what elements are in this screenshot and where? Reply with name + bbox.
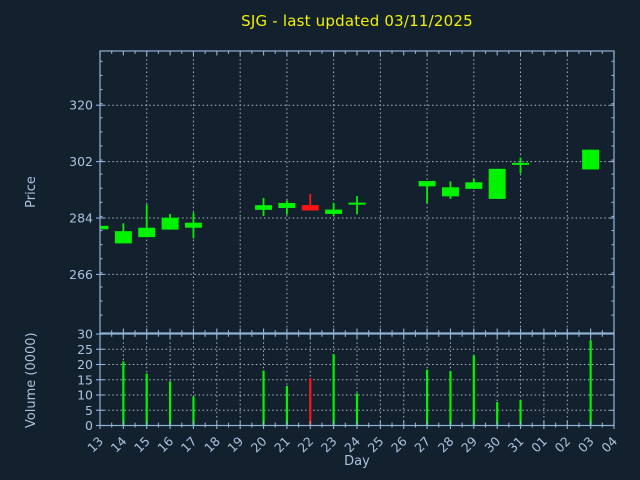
axes-spines xyxy=(99,50,615,427)
candle-13 xyxy=(100,225,109,230)
volume-tick-label: 10 xyxy=(77,388,93,403)
grid-lines xyxy=(100,51,614,426)
candle-body xyxy=(278,202,296,208)
candle-body xyxy=(582,149,600,170)
x-tick-label: 26 xyxy=(388,433,410,455)
candle-29 xyxy=(465,178,483,189)
x-tick-label: 31 xyxy=(505,434,527,456)
candle-body xyxy=(301,205,319,211)
candle-30 xyxy=(488,168,506,199)
candle-27 xyxy=(418,181,436,203)
x-tick-label: 18 xyxy=(201,433,223,455)
volume-tick-label: 25 xyxy=(77,342,93,357)
x-tick-label: 13 xyxy=(84,434,106,456)
candle-21 xyxy=(278,200,296,215)
x-tick-label: 24 xyxy=(341,433,363,455)
volume-tick-label: 5 xyxy=(85,403,93,418)
candle-body xyxy=(441,187,459,197)
candle-body xyxy=(114,231,132,244)
price-tick-label: 320 xyxy=(69,98,93,113)
x-tick-label: 28 xyxy=(435,433,457,455)
tick-marks xyxy=(96,51,615,429)
candle-17 xyxy=(184,212,202,239)
x-tick-label: 14 xyxy=(108,433,130,455)
x-tick-label: 23 xyxy=(318,434,340,456)
price-tick-label: 302 xyxy=(69,154,93,169)
candle-body xyxy=(184,222,202,228)
candle-03 xyxy=(582,149,600,170)
candle-16 xyxy=(161,213,179,230)
volume-axis-title: Volume (0000) xyxy=(24,332,39,428)
x-tick-label: 15 xyxy=(131,434,153,456)
candles xyxy=(100,149,600,244)
candle-body xyxy=(418,181,436,187)
candle-22 xyxy=(301,193,319,211)
x-tick-label: 27 xyxy=(411,434,433,456)
candle-body xyxy=(138,227,156,238)
candle-15 xyxy=(138,204,156,238)
price-axis-title: Price xyxy=(24,176,39,208)
candle-28 xyxy=(441,181,459,199)
candle-body xyxy=(512,162,530,165)
x-tick-label: 01 xyxy=(528,434,550,456)
candle-23 xyxy=(325,202,343,217)
candle-body xyxy=(348,202,366,205)
x-tick-label: 30 xyxy=(481,433,503,455)
chart-title: SJG - last updated 03/11/2025 xyxy=(241,12,473,30)
volume-tick-label: 20 xyxy=(77,357,93,372)
x-tick-label: 25 xyxy=(365,434,387,456)
candle-body xyxy=(255,205,273,210)
volume-bars xyxy=(122,340,592,426)
x-tick-label: 03 xyxy=(575,434,597,456)
x-tick-label: 29 xyxy=(458,433,480,455)
x-tick-label: 20 xyxy=(248,433,270,455)
volume-tick-label: 0 xyxy=(85,418,93,433)
candle-body xyxy=(325,209,343,214)
x-tick-label: 17 xyxy=(178,434,200,456)
candle-31 xyxy=(512,157,530,174)
price-tick-label: 284 xyxy=(69,211,93,226)
x-axis-title: Day xyxy=(344,454,370,469)
x-tick-label: 02 xyxy=(552,434,574,456)
candle-body xyxy=(161,217,179,230)
candle-body xyxy=(488,168,506,199)
candle-20 xyxy=(255,197,273,217)
volume-tick-label: 15 xyxy=(77,372,93,387)
candle-body xyxy=(100,225,109,230)
price-tick-label: 266 xyxy=(69,267,93,282)
x-tick-label: 16 xyxy=(154,433,176,455)
candle-14 xyxy=(114,223,132,244)
x-tick-label: 19 xyxy=(224,433,246,455)
x-tick-label: 22 xyxy=(295,434,317,456)
volume-tick-label: 30 xyxy=(77,327,93,342)
candle-body xyxy=(465,182,483,189)
candle-24 xyxy=(348,196,366,215)
x-tick-label: 04 xyxy=(598,433,620,455)
price-panel-border xyxy=(99,50,615,334)
x-tick-label: 21 xyxy=(271,434,293,456)
